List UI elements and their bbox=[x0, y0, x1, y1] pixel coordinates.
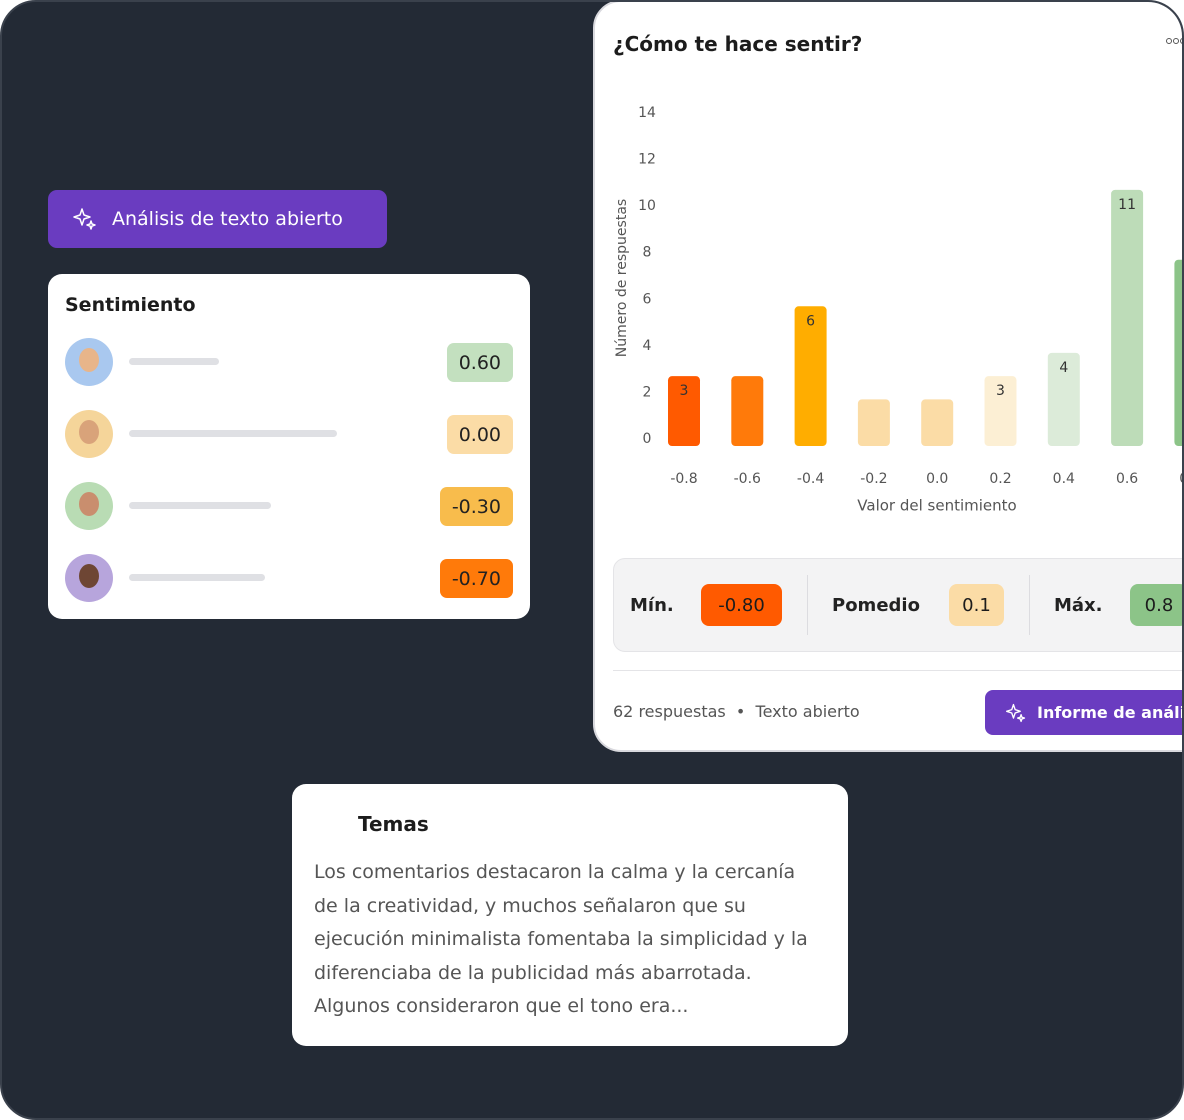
avatar bbox=[65, 338, 113, 386]
divider bbox=[613, 670, 1182, 671]
sparkle-icon bbox=[1006, 703, 1026, 722]
themes-title: Temas bbox=[358, 812, 429, 836]
x-tick-label: -0.4 bbox=[797, 471, 824, 487]
score: -0.70 bbox=[439, 559, 513, 598]
sentiment-row: -0.70 bbox=[65, 554, 513, 604]
x-tick-label: -0.8 bbox=[670, 471, 697, 487]
separator bbox=[1029, 575, 1030, 635]
bar-value-label: 11 bbox=[1118, 197, 1136, 213]
bar-value-label: 3 bbox=[996, 383, 1005, 399]
feature-badge[interactable]: Análisis de texto abierto bbox=[48, 190, 387, 248]
stat-label: Mín. bbox=[630, 594, 674, 616]
stat-value: 0.1 bbox=[949, 584, 1004, 626]
x-tick-label: 0.6 bbox=[1116, 471, 1138, 487]
placeholder-line bbox=[129, 502, 271, 509]
y-tick-label: 8 bbox=[643, 245, 652, 261]
x-tick-label: 0.0 bbox=[926, 471, 948, 487]
avatar bbox=[65, 482, 113, 530]
bar-chart: Número de respuestas Valor del sentimien… bbox=[614, 105, 1184, 515]
stat-value: -0.80 bbox=[701, 584, 782, 626]
y-tick-label: 12 bbox=[638, 152, 656, 168]
button-label: Informe de análisis bbox=[1037, 703, 1182, 722]
x-tick-label: -0.2 bbox=[860, 471, 887, 487]
separator bbox=[807, 575, 808, 635]
bar bbox=[1047, 352, 1080, 446]
y-tick-label: 14 bbox=[638, 105, 656, 121]
themes-text: Los comentarios destacaron la calma y la… bbox=[314, 861, 808, 1017]
chart-card: ¿Cómo te hace sentir? Número de respuest… bbox=[593, 2, 1184, 752]
bar bbox=[857, 399, 890, 446]
bar bbox=[668, 376, 700, 446]
x-tick-label: 0.4 bbox=[1053, 471, 1075, 487]
report-button[interactable]: Informe de análisis bbox=[985, 690, 1182, 735]
themes-card: Temas Los comentarios destacaron la calm… bbox=[292, 784, 848, 1046]
x-tick-label: -0.6 bbox=[734, 471, 761, 487]
y-axis-label: Número de respuestas bbox=[614, 199, 630, 357]
placeholder-line bbox=[129, 358, 219, 365]
bar bbox=[731, 376, 764, 446]
placeholder-line bbox=[129, 430, 337, 437]
more-menu[interactable] bbox=[1165, 36, 1184, 46]
badge-label: Análisis de texto abierto bbox=[112, 208, 343, 230]
stat-label: Máx. bbox=[1054, 594, 1103, 616]
bar-value-label: 6 bbox=[806, 313, 815, 329]
score: -0.30 bbox=[439, 487, 513, 526]
score: 0.60 bbox=[446, 343, 513, 382]
bar bbox=[921, 399, 954, 446]
bar bbox=[1174, 259, 1182, 446]
avatar bbox=[65, 410, 113, 458]
bar-value-label: 3 bbox=[680, 383, 689, 399]
sentiment-row: 0.60 bbox=[65, 338, 513, 388]
sentiment-title: Sentimiento bbox=[65, 294, 196, 316]
sentiment-row: -0.30 bbox=[65, 482, 513, 532]
y-tick-label: 4 bbox=[643, 338, 652, 354]
x-axis-label: Valor del sentimiento bbox=[857, 497, 1016, 515]
x-tick-label: 0.8 bbox=[1179, 471, 1184, 487]
y-tick-label: 0 bbox=[643, 431, 652, 447]
y-tick-label: 10 bbox=[638, 198, 656, 214]
stats-bar: Mín. -0.80 Pomedio 0.1 Máx. 0.8 bbox=[613, 558, 1182, 652]
bar bbox=[794, 306, 827, 446]
avatar bbox=[65, 554, 113, 602]
x-tick-label: 0.2 bbox=[989, 471, 1011, 487]
placeholder-line bbox=[129, 574, 265, 581]
stat-label: Pomedio bbox=[832, 594, 920, 616]
footer-meta: 62 respuestas • Texto abierto bbox=[613, 702, 860, 721]
stat-value: 0.8 bbox=[1130, 584, 1182, 626]
sentiment-row: 0.00 bbox=[65, 410, 513, 460]
bar bbox=[984, 376, 1017, 446]
bar-value-label: 4 bbox=[1059, 360, 1068, 376]
bar bbox=[1111, 189, 1144, 446]
score: 0.00 bbox=[446, 415, 513, 454]
sentiment-card: Sentimiento 0.60 0.00 -0.30 -0.70 bbox=[48, 274, 530, 619]
sparkle-icon bbox=[73, 208, 96, 230]
response-count: 62 respuestas bbox=[613, 702, 726, 721]
y-tick-label: 2 bbox=[643, 384, 652, 400]
y-tick-label: 6 bbox=[643, 291, 652, 307]
question-kind: Texto abierto bbox=[755, 702, 860, 721]
chart-title: ¿Cómo te hace sentir? bbox=[613, 32, 863, 56]
